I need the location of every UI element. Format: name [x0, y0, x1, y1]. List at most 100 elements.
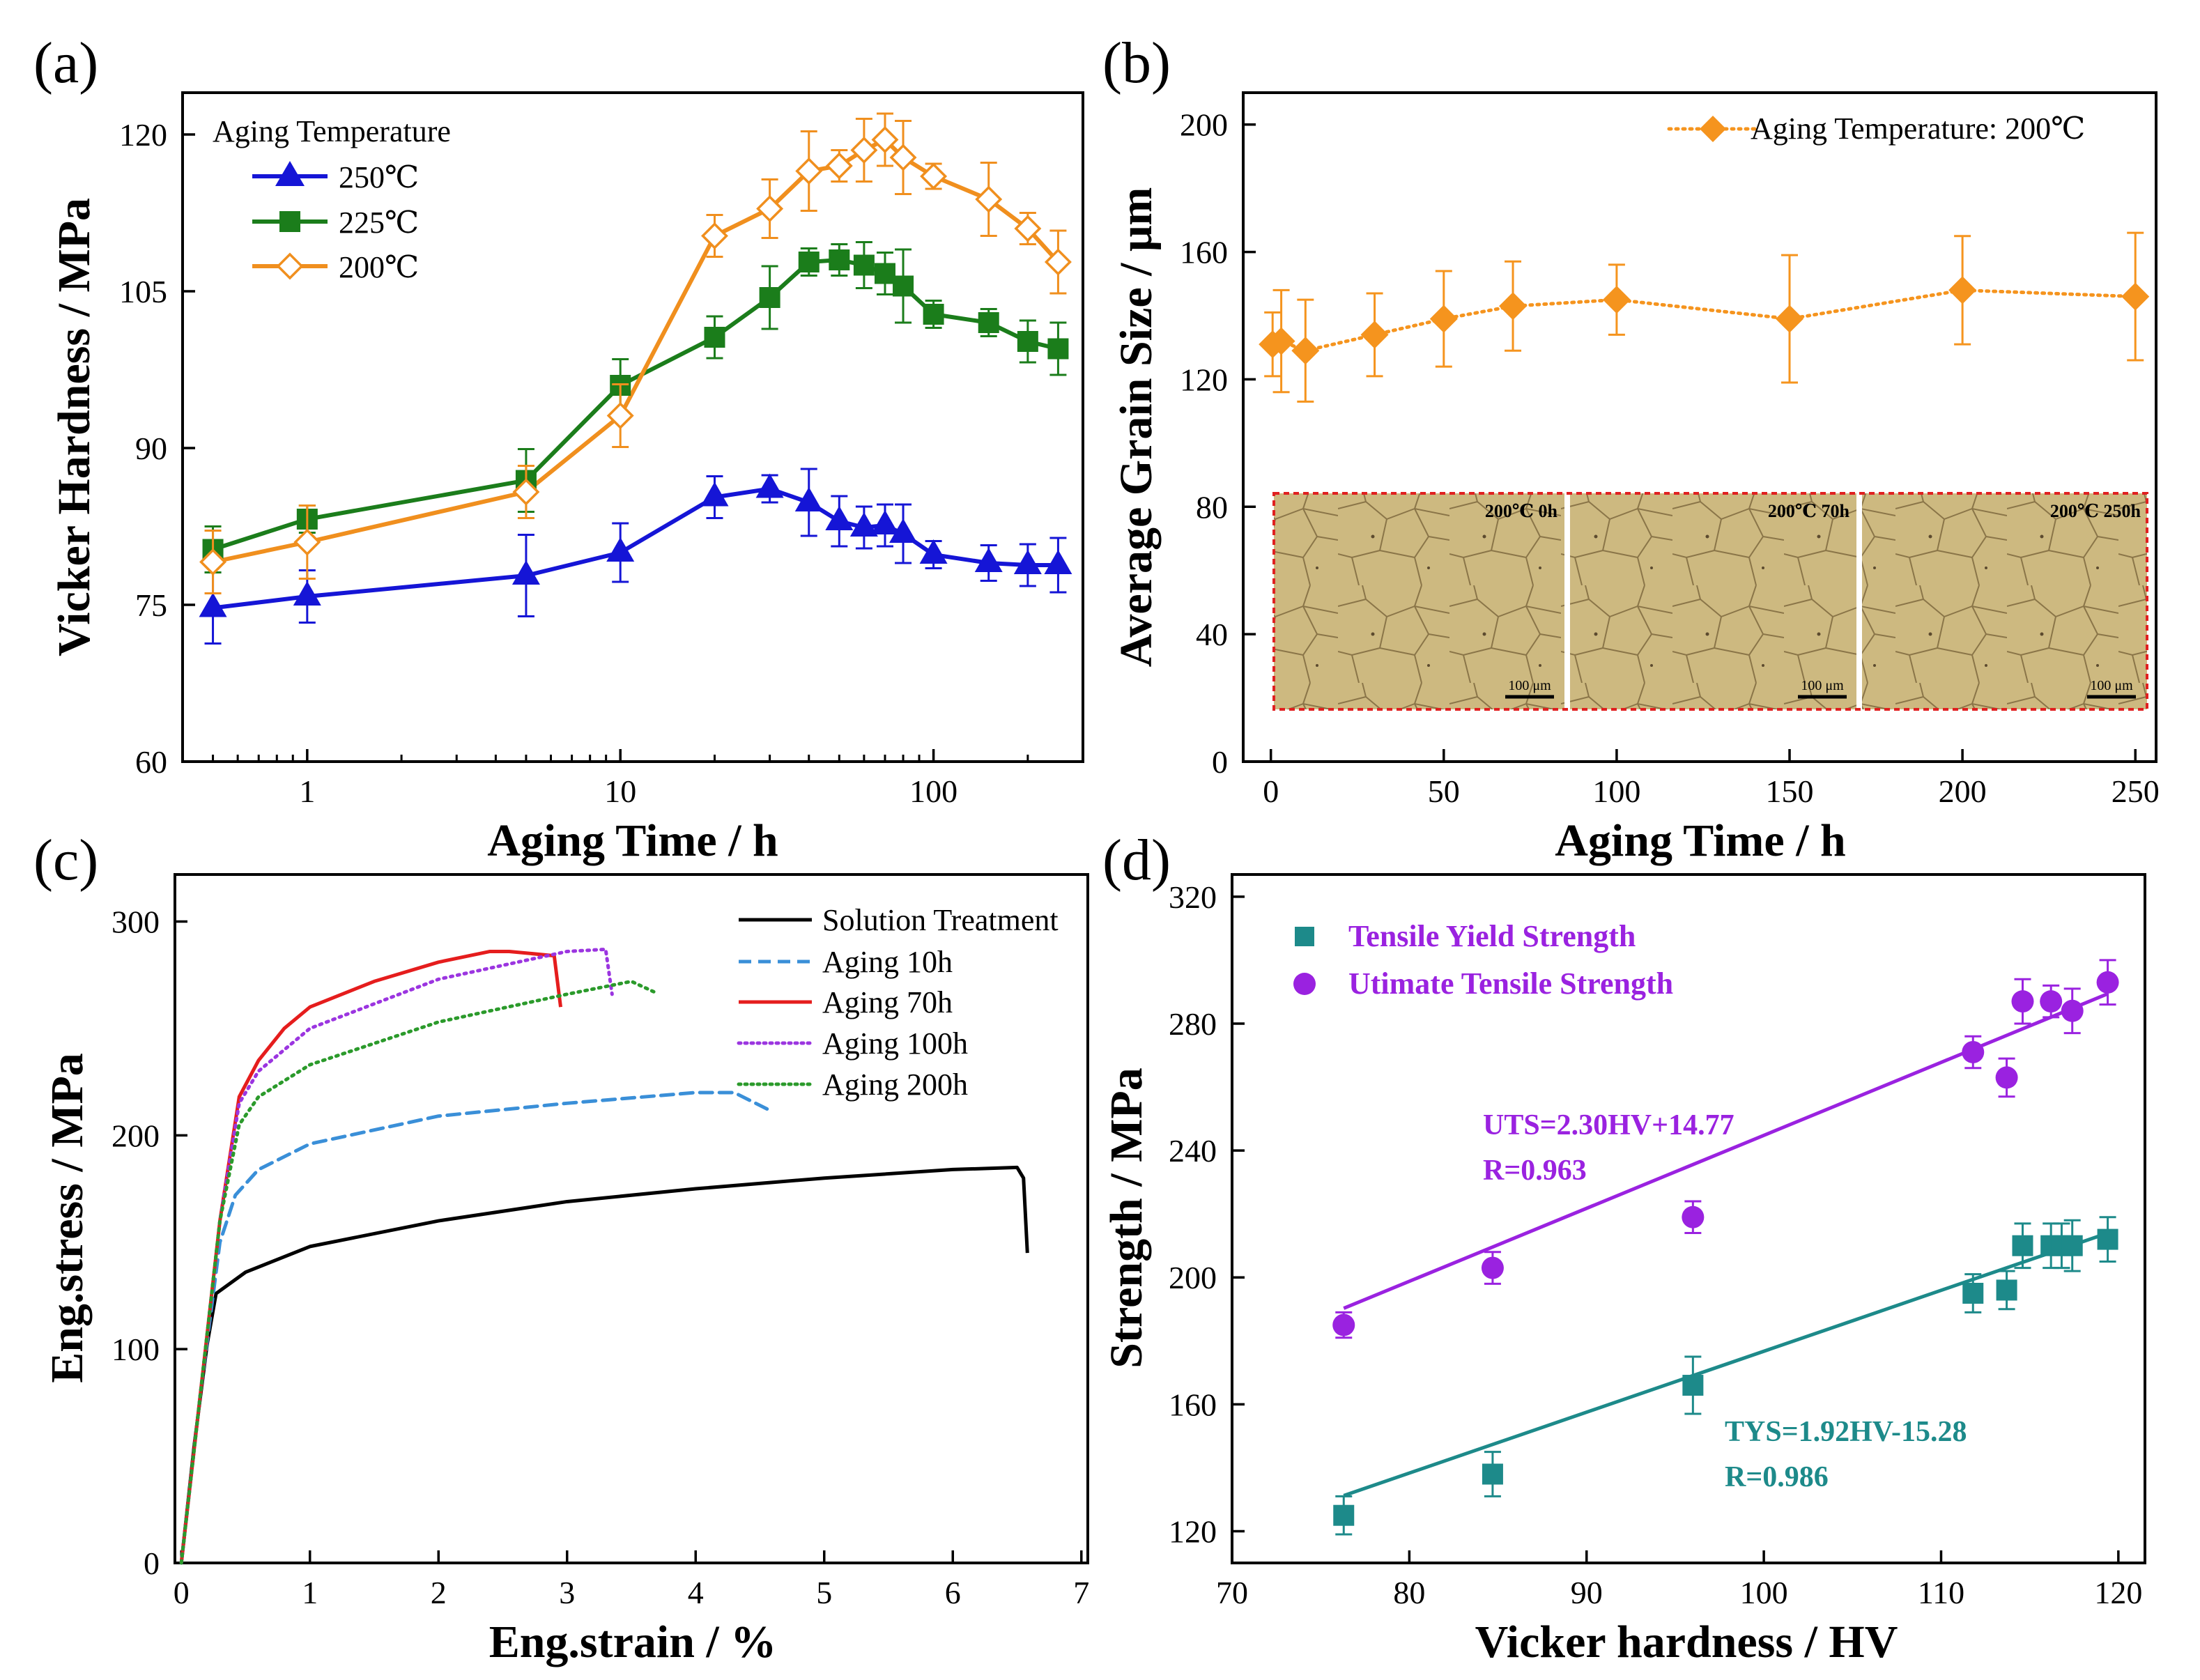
- uts-fit-equation: UTS=2.30HV+14.77: [1483, 1109, 1734, 1141]
- panel-a-series-0-point: [700, 481, 729, 507]
- panel-d-x-tick-label: 70: [1216, 1575, 1248, 1610]
- panel-c-y-tick-label: 0: [144, 1546, 160, 1581]
- panel-d-series-0-fit-line: [1343, 1231, 2109, 1497]
- panel-c-y-tick-label: 100: [111, 1332, 160, 1367]
- panel-c-legend-label-10h: Aging 10h: [822, 945, 953, 979]
- panel-d-y-tick-label: 200: [1169, 1260, 1217, 1295]
- panel-d-y-tick-label: 160: [1169, 1387, 1217, 1422]
- panel-c-legend-label-100h: Aging 100h: [822, 1026, 968, 1061]
- panel-c-x-tick-label: 1: [302, 1575, 318, 1610]
- panel-c-x-tick-label: 5: [816, 1575, 832, 1610]
- panel-b-series-0-point: [1360, 321, 1389, 349]
- panel-a-series-0-point: [849, 512, 878, 537]
- panel-d-uts-fit-annotation: UTS=2.30HV+14.77 R=0.963: [1483, 1109, 1734, 1187]
- panel-a-series-1-point: [1017, 331, 1038, 352]
- panel-d-series-1-point: [1682, 1205, 1705, 1228]
- panel-a-series-1-point: [759, 287, 780, 308]
- uts-fit-r: R=0.963: [1483, 1155, 1587, 1187]
- panel-a-series-2-point: [701, 222, 728, 249]
- panel-b-legend-label: Aging Temperature: 200℃: [1751, 111, 2085, 146]
- panel-c-x-tick-label: 4: [688, 1575, 704, 1610]
- panel-a-series-1-point: [704, 327, 725, 348]
- panel-b-x-tick-label: 100: [1592, 773, 1640, 809]
- panel-c-letter: (c): [33, 828, 98, 893]
- panel-d-series-0-point: [2097, 1228, 2118, 1250]
- panel-c-x-tick-label: 6: [945, 1575, 961, 1610]
- panel-a-series-2-point: [795, 157, 823, 185]
- panel-d-x-tick-label: 110: [1918, 1575, 1964, 1610]
- panel-a-series-2-line: [212, 137, 1060, 564]
- panel-c-curve-4: [179, 979, 656, 1565]
- panel-c-y-tick-label: 300: [111, 904, 160, 940]
- panel-b-y-tick-label: 200: [1180, 107, 1228, 143]
- panel-a-legend-label-225: 225℃: [339, 206, 419, 240]
- panel-b-legend: Aging Temperature: 200℃: [1667, 111, 2085, 146]
- panel-d-series-0-point: [1962, 1282, 1984, 1304]
- panel-c-x-tick-label: 0: [174, 1575, 190, 1610]
- panel-b-series-0-point: [1776, 305, 1804, 333]
- panel-c-y-axis-label: Eng.stress / MPa: [42, 1053, 93, 1383]
- panel-d-frame: [1231, 873, 2146, 1564]
- panel-b-y-tick-label: 0: [1212, 744, 1228, 780]
- panel-b-x-tick-label: 50: [1428, 773, 1460, 809]
- inset-label-0h: 200℃ 0h: [1485, 501, 1558, 521]
- panel-a-series-2-point: [293, 528, 321, 556]
- panel-d-series-1-fit-line: [1343, 992, 2109, 1310]
- panel-c-curve-1: [179, 1091, 775, 1565]
- panel-d-series-1-point: [1481, 1256, 1504, 1279]
- panel-a-y-tick-label: 60: [135, 744, 167, 780]
- panel-b-y-tick-label: 120: [1180, 362, 1228, 397]
- panel-a-x-tick-label: 10: [604, 773, 636, 809]
- panel-d-series-0-point: [1333, 1504, 1355, 1526]
- panel-d-series-1-point: [1332, 1313, 1355, 1336]
- panel-a-y-tick-label: 90: [135, 431, 167, 466]
- panel-d-legend: Tensile Yield Strength Utimate Tensile S…: [1293, 919, 1673, 1001]
- panel-d-x-tick-label: 80: [1393, 1575, 1425, 1610]
- panel-a-letter: (a): [33, 31, 98, 95]
- panel-d-letter: (d): [1102, 828, 1171, 893]
- scale-bar-250h: 100 μm: [2090, 678, 2133, 693]
- panel-d-series-1-point: [1962, 1040, 1985, 1063]
- panel-d-series-0-point: [1996, 1279, 2017, 1301]
- panel-d: (d) 70 80 90 100 110 120 120 160 200 240 280 320 Vi…: [1101, 828, 2146, 1667]
- panel-a-series-0-point: [825, 506, 854, 530]
- panel-a-series-1-point: [893, 275, 914, 297]
- panel-b-x-tick-label: 0: [1263, 773, 1279, 809]
- panel-a-series-0-point: [889, 518, 918, 543]
- panel-d-series-0-point: [2061, 1235, 2083, 1256]
- panel-c-x-tick-label: 3: [559, 1575, 575, 1610]
- panel-a-series-2-point: [756, 195, 784, 222]
- panel-b-series-0-point: [1948, 276, 1977, 305]
- panel-b-letter: (b): [1102, 31, 1171, 95]
- panel-a-series-1-point: [1047, 338, 1069, 360]
- panel-a-series-2-point: [1044, 248, 1072, 276]
- panel-a-series-0-point: [293, 581, 321, 606]
- panel-a-series-2-point: [606, 402, 634, 429]
- panel-a-series-2-point: [889, 144, 917, 171]
- panel-b-x-tick-label: 150: [1766, 773, 1814, 809]
- panel-a-series-1-point: [829, 249, 850, 270]
- panel-c: (c) 0 1 2 3 4 5 6 7 0 100 200 300 Eng.strain / % En…: [33, 828, 1089, 1667]
- panel-c-frame: [174, 873, 1089, 1564]
- panel-b-x-axis-label: Aging Time / h: [1555, 815, 1846, 866]
- panel-a-legend-label-200: 200℃: [339, 250, 419, 284]
- panel-a-y-tick-label: 75: [135, 587, 167, 623]
- panel-a-legend-title: Aging Temperature: [213, 114, 451, 148]
- inset-label-70h: 200℃ 70h: [1768, 501, 1850, 521]
- panel-d-y-tick-label: 240: [1169, 1133, 1217, 1169]
- panel-d-tys-fit-annotation: TYS=1.92HV-15.28 R=0.986: [1725, 1416, 1967, 1493]
- panel-d-series-0-point: [1482, 1463, 1503, 1485]
- panel-a-series-2-point: [1014, 215, 1042, 242]
- panel-a-y-axis-label: Vicker Hardness / MPa: [49, 198, 100, 656]
- panel-b-series-0-line: [1270, 288, 2137, 353]
- panel-c-x-tick-label: 7: [1073, 1575, 1089, 1610]
- panel-a-series-0-point: [1044, 550, 1072, 574]
- panel-a-series-0-point: [1013, 550, 1042, 574]
- scale-bar-0h: 100 μm: [1508, 678, 1551, 693]
- panel-a-series-0-point: [755, 473, 784, 498]
- panel-a-series-1-point: [978, 312, 999, 333]
- panel-d-series-1-point: [2096, 971, 2119, 994]
- panel-d-series-1-point: [2061, 999, 2084, 1022]
- panel-c-y-tick-label: 200: [111, 1118, 160, 1153]
- panel-a-series-0-point: [794, 487, 823, 511]
